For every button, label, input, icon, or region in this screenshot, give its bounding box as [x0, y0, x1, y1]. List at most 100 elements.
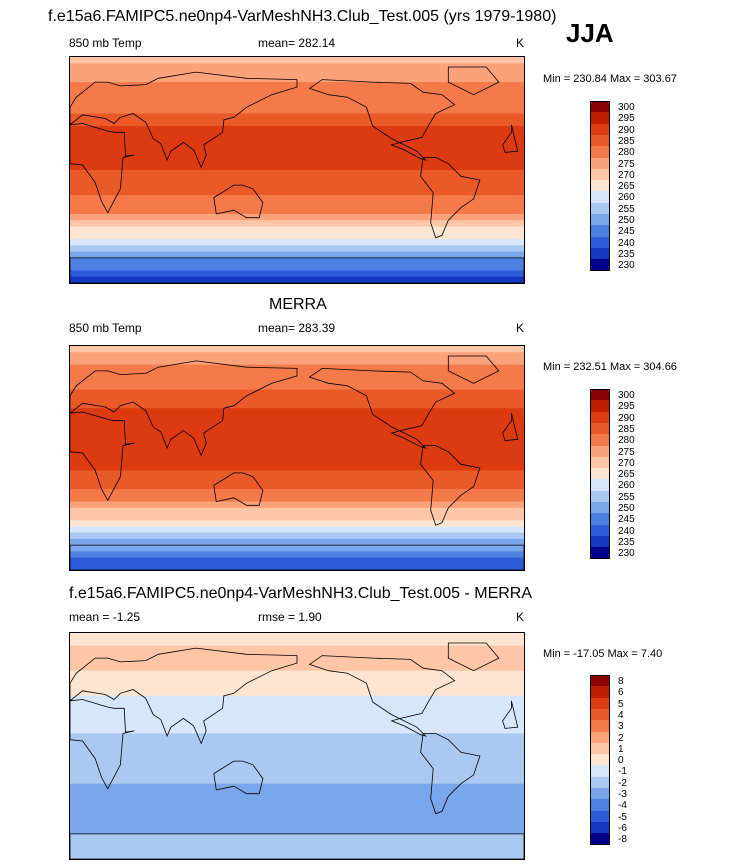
- panel3-map: [69, 632, 525, 860]
- coastline: [447, 355, 500, 384]
- panel2-mean-label: mean= 283.39: [258, 321, 336, 335]
- latitude-band: [70, 69, 524, 77]
- panel1-units: K: [516, 36, 525, 50]
- latitude-band: [70, 526, 524, 534]
- panel1-left-label: 850 mb Temp: [69, 36, 142, 50]
- coastline: [70, 123, 135, 214]
- colorbar-tick-label: 265: [618, 181, 635, 193]
- latitude-band: [70, 815, 524, 822]
- latitude-band: [70, 270, 524, 278]
- colorbar-tick-label: 285: [618, 135, 635, 147]
- latitude-band: [70, 213, 524, 221]
- coastline: [308, 79, 456, 161]
- colorbar-tick-label: 280: [618, 147, 635, 159]
- latitude-band: [70, 720, 524, 728]
- latitude-band: [70, 126, 524, 133]
- latitude-band: [70, 708, 524, 716]
- panel2-left-label: 850 mb Temp: [69, 321, 142, 335]
- colorbar-swatch: [590, 434, 610, 447]
- panel2-units: K: [516, 321, 525, 335]
- latitude-band: [70, 451, 524, 459]
- colorbar-swatch: [590, 134, 610, 147]
- panel1-minmax: Min = 230.84 Max = 303.67: [543, 73, 677, 85]
- latitude-band: [70, 476, 524, 484]
- colorbar-swatch: [590, 524, 610, 537]
- figure-title: f.e15a6.FAMIPC5.ne0np4-VarMeshNH3.Club_T…: [48, 8, 557, 25]
- coastline: [213, 472, 264, 506]
- latitude-band: [70, 107, 524, 115]
- latitude-band: [70, 207, 524, 215]
- colorbar-swatch: [590, 547, 610, 560]
- colorbar-swatch: [590, 214, 610, 226]
- latitude-band: [70, 176, 524, 184]
- colorbar-swatch: [590, 535, 610, 548]
- latitude-band: [70, 808, 524, 816]
- latitude-band: [70, 138, 524, 146]
- latitude-band: [70, 94, 524, 102]
- coastline: [447, 66, 500, 96]
- colorbar-swatch: [590, 833, 610, 846]
- coastline: [70, 833, 524, 859]
- latitude-band: [70, 714, 524, 722]
- latitude-band: [70, 377, 524, 384]
- colorbar-tick-label: 295: [618, 401, 635, 413]
- latitude-band: [70, 346, 524, 353]
- latitude-band: [70, 414, 524, 422]
- colorbar-tick-label: 3: [618, 721, 624, 733]
- colorbar-tick-label: 290: [618, 412, 635, 424]
- coastline: [70, 647, 298, 745]
- panel2-heading: MERRA: [269, 296, 327, 313]
- colorbar-tick-label: 300: [618, 390, 635, 401]
- latitude-band: [70, 771, 524, 778]
- latitude-band: [70, 557, 524, 565]
- coastline: [213, 760, 264, 795]
- colorbar-tick-label: -8: [618, 834, 627, 846]
- coastline: [308, 367, 456, 449]
- latitude-band: [70, 182, 524, 190]
- latitude-band: [70, 157, 524, 165]
- latitude-band: [70, 489, 524, 496]
- latitude-band: [70, 163, 524, 171]
- latitude-band: [70, 426, 524, 434]
- colorbar-tick-label: 230: [618, 548, 635, 560]
- colorbar-swatch: [590, 146, 610, 159]
- colorbar-swatch: [590, 202, 610, 215]
- colorbar-tick-label: -3: [618, 789, 627, 800]
- colorbar-tick-label: 285: [618, 423, 635, 435]
- latitude-band: [70, 645, 524, 653]
- colorbar-swatch: [590, 389, 610, 401]
- coastline: [70, 360, 298, 457]
- panel3-units: K: [516, 610, 525, 624]
- coastline: [213, 184, 264, 219]
- colorbar-swatch: [590, 101, 610, 113]
- latitude-band: [70, 420, 524, 428]
- latitude-band: [70, 170, 524, 177]
- latitude-band: [70, 733, 524, 741]
- colorbar-swatch: [590, 720, 610, 733]
- colorbar-tick-label: 260: [618, 480, 635, 492]
- coastline: [502, 124, 519, 153]
- colorbar-tick-label: -4: [618, 800, 627, 812]
- colorbar-tick-label: 245: [618, 226, 635, 238]
- colorbar-swatch: [590, 191, 610, 204]
- colorbar-swatch: [590, 799, 610, 812]
- latitude-band: [70, 495, 524, 503]
- colorbar-swatch: [590, 513, 610, 526]
- latitude-band: [70, 633, 524, 640]
- colorbar-tick-label: 265: [618, 469, 635, 481]
- colorbar-swatch: [590, 123, 610, 136]
- latitude-band: [70, 758, 524, 766]
- colorbar-swatch: [590, 236, 610, 249]
- latitude-band: [70, 100, 524, 108]
- colorbar-swatch: [590, 821, 610, 834]
- latitude-band: [70, 232, 524, 240]
- latitude-band: [70, 532, 524, 540]
- latitude-band: [70, 783, 524, 791]
- colorbar-swatch: [590, 445, 610, 458]
- season-label: JJA: [566, 18, 614, 48]
- coastline: [70, 544, 524, 570]
- latitude-band: [70, 514, 524, 521]
- latitude-band: [70, 689, 524, 697]
- latitude-band: [70, 752, 524, 760]
- coastline: [502, 700, 519, 729]
